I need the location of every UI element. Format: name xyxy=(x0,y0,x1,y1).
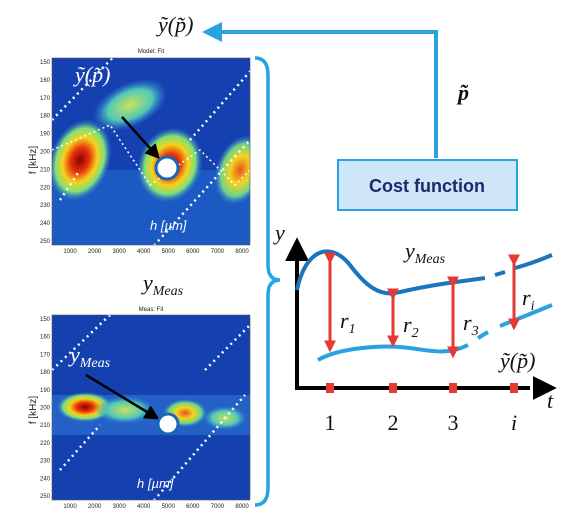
t-tick-label: 1 xyxy=(325,410,336,435)
t-tick-label: 3 xyxy=(448,410,459,435)
x-tick-label: 2000 xyxy=(88,249,102,255)
panel-title: Meas: Fit xyxy=(139,307,164,313)
y-tick-label: 220 xyxy=(40,441,51,447)
y-tick-label: 180 xyxy=(40,370,51,376)
residual-label: r2 xyxy=(403,312,419,341)
y-tick-label: 210 xyxy=(40,167,51,173)
x-axis-label: h [µm] xyxy=(150,218,187,233)
marker xyxy=(156,157,178,179)
y-tick-label: 200 xyxy=(40,406,51,412)
y-tick-label: 200 xyxy=(40,150,51,156)
model-panel: Model: Fit f [kHz] 150 160 170 180 190 200 210… xyxy=(28,40,275,255)
x-tick-label: 1000 xyxy=(63,504,77,509)
residual-label: ri xyxy=(522,285,535,314)
x-axis-label: t xyxy=(547,388,554,413)
x-tick-label: 2000 xyxy=(88,504,102,509)
cost-function-label: Cost function xyxy=(369,176,485,196)
y-axis-label: f [kHz] xyxy=(28,396,39,425)
meas-curve-label: yMeas xyxy=(403,238,446,267)
y-tick-label: 250 xyxy=(40,239,51,245)
between-label: yMeas xyxy=(141,270,184,299)
y-axis-label: f [kHz] xyxy=(28,146,39,175)
x-tick-label: 3000 xyxy=(112,249,126,255)
x-axis-label: h [µm] xyxy=(137,476,174,491)
meas-panel: Meas: Fit f [kHz] 150 160 170 180 190 200 210 2… xyxy=(28,307,255,509)
panel-title: Model: Fit xyxy=(138,49,165,55)
diagram: Model: Fit f [kHz] 150160170180190200210… xyxy=(0,0,575,509)
y-axis-label: y xyxy=(273,220,285,245)
model-curve-label: ỹ(p̃) xyxy=(498,348,535,373)
top-label: ỹ(p̃) xyxy=(156,12,193,37)
y-tick-label: 250 xyxy=(40,494,51,500)
x-tick-label: 8000 xyxy=(235,504,249,509)
y-tick-label: 240 xyxy=(40,476,51,482)
brace xyxy=(255,58,280,505)
y-tick-label: 190 xyxy=(40,132,51,138)
y-tick-label: 160 xyxy=(40,335,51,341)
t-tick-label: i xyxy=(511,410,517,435)
y-tick-label: 170 xyxy=(40,96,51,102)
y-tick-label: 230 xyxy=(40,459,51,465)
x-tick-label: 6000 xyxy=(186,249,200,255)
residual-label: r1 xyxy=(340,308,356,337)
x-tick-label: 7000 xyxy=(211,504,225,509)
y-tick-label: 230 xyxy=(40,203,51,209)
x-tick-label: 8000 xyxy=(235,249,249,255)
x-tick-label: 1000 xyxy=(63,249,77,255)
y-tick-label: 170 xyxy=(40,352,51,358)
x-tick-label: 5000 xyxy=(162,249,176,255)
t-tick-label: 2 xyxy=(388,410,399,435)
x-tick-label: 4000 xyxy=(137,504,151,509)
y-tick-label: 190 xyxy=(40,388,51,394)
x-tick-label: 5000 xyxy=(162,504,176,509)
x-tick-label: 6000 xyxy=(186,504,200,509)
y-tick-label: 240 xyxy=(40,221,51,227)
x-tick-label: 7000 xyxy=(211,249,225,255)
x-tick-label: 3000 xyxy=(112,504,126,509)
y-tick-label: 150 xyxy=(40,317,51,323)
y-tick-label: 180 xyxy=(40,114,51,120)
param-label: p̃ xyxy=(456,80,469,105)
y-tick-label: 220 xyxy=(40,185,51,191)
residual-plot: y t yMeas ỹ(p̃) r1 r2 r3 ri 1 2 3 i xyxy=(273,220,554,435)
y-tick-label: 150 xyxy=(40,60,51,66)
y-tick-label: 210 xyxy=(40,423,51,429)
x-tick-label: 4000 xyxy=(137,249,151,255)
residual-label: r3 xyxy=(463,310,479,339)
y-tick-label: 160 xyxy=(40,78,51,84)
marker-label: ỹ(p̃) xyxy=(73,62,110,87)
marker xyxy=(158,414,178,434)
